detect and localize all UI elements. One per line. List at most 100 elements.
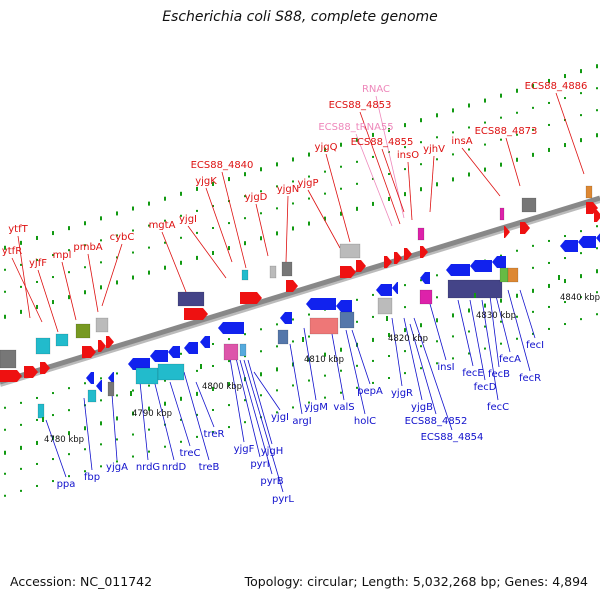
gene-block-lightgray[interactable] bbox=[377, 297, 393, 315]
gene-label-bottom[interactable]: yjgM bbox=[304, 402, 328, 413]
gene-label-bottom[interactable]: treB bbox=[199, 462, 220, 473]
gene-block-green[interactable] bbox=[499, 267, 509, 283]
gene-label-bottom[interactable]: argI bbox=[292, 416, 311, 427]
forward-gene-arrow[interactable] bbox=[594, 210, 600, 222]
reverse-gene-arrow[interactable] bbox=[492, 256, 506, 268]
gene-block-cyan[interactable] bbox=[37, 403, 45, 419]
forward-gene-arrow[interactable] bbox=[384, 256, 392, 268]
gene-label-bottom[interactable]: ECS88_4854 bbox=[421, 432, 484, 443]
reverse-gene-arrow[interactable] bbox=[184, 342, 198, 354]
forward-gene-arrow[interactable] bbox=[504, 226, 510, 238]
reverse-gene-arrow[interactable] bbox=[376, 284, 392, 296]
forward-gene-arrow[interactable] bbox=[520, 222, 530, 234]
gene-block-lightblue[interactable] bbox=[239, 343, 247, 357]
gene-label-bottom[interactable]: fecC bbox=[487, 402, 509, 413]
gene-label-top[interactable]: yjfF bbox=[29, 258, 47, 269]
gene-label-top[interactable]: ECS88_4840 bbox=[191, 160, 254, 171]
forward-gene-arrow[interactable] bbox=[0, 370, 22, 382]
gene-label-top[interactable]: pmbA bbox=[73, 242, 102, 253]
reverse-gene-arrow[interactable] bbox=[470, 260, 492, 272]
gene-label-top[interactable]: yjgI bbox=[179, 214, 197, 225]
forward-gene-arrow[interactable] bbox=[106, 336, 114, 348]
gene-block-cyan[interactable] bbox=[55, 333, 69, 347]
gene-block-magenta[interactable] bbox=[223, 343, 239, 361]
reverse-gene-arrow[interactable] bbox=[280, 312, 292, 324]
gene-block-cyan[interactable] bbox=[135, 367, 159, 385]
gene-label-bottom[interactable]: holC bbox=[354, 416, 376, 427]
gene-block-lightgray[interactable] bbox=[95, 317, 109, 333]
forward-gene-arrow[interactable] bbox=[420, 246, 428, 258]
reverse-gene-arrow[interactable] bbox=[306, 298, 336, 310]
forward-gene-arrow[interactable] bbox=[82, 346, 96, 358]
reverse-gene-arrow[interactable] bbox=[108, 372, 114, 384]
gene-block-magenta[interactable] bbox=[499, 207, 505, 221]
gene-label-bottom[interactable]: fecB bbox=[488, 369, 510, 380]
reverse-gene-arrow[interactable] bbox=[200, 336, 210, 348]
gene-block-salmon[interactable] bbox=[309, 317, 339, 335]
forward-gene-arrow[interactable] bbox=[404, 248, 412, 260]
forward-gene-arrow[interactable] bbox=[184, 308, 208, 320]
gene-block-lightgray[interactable] bbox=[339, 243, 361, 259]
gene-label-top[interactable]: yjgP bbox=[297, 178, 318, 189]
reverse-gene-arrow[interactable] bbox=[420, 272, 430, 284]
gene-label-bottom[interactable]: pyrI bbox=[250, 459, 269, 470]
reverse-gene-arrow[interactable] bbox=[446, 264, 470, 276]
forward-gene-arrow[interactable] bbox=[24, 366, 38, 378]
gene-block-gray[interactable] bbox=[281, 261, 293, 277]
gene-block-gray[interactable] bbox=[107, 381, 115, 397]
gene-label-bottom[interactable]: yjgA bbox=[106, 462, 128, 473]
gene-label-top[interactable]: yjgQ bbox=[315, 142, 338, 153]
reverse-gene-arrow[interactable] bbox=[560, 240, 578, 252]
gene-label-bottom[interactable]: fecA bbox=[499, 354, 521, 365]
gene-block-steel[interactable] bbox=[277, 329, 289, 345]
gene-label-top[interactable]: ECS88_tRNA55 bbox=[318, 122, 393, 133]
gene-label-bottom[interactable]: pepA bbox=[357, 386, 383, 397]
gene-block-magenta[interactable] bbox=[417, 227, 425, 241]
reverse-gene-arrow[interactable] bbox=[128, 358, 150, 370]
gene-label-bottom[interactable]: pyrB bbox=[260, 476, 283, 487]
gene-label-bottom[interactable]: fecI bbox=[526, 340, 544, 351]
gene-label-top[interactable]: yjgD bbox=[245, 192, 268, 203]
gene-label-bottom[interactable]: fecR bbox=[519, 373, 541, 384]
gene-label-top[interactable]: mgtA bbox=[149, 220, 176, 231]
forward-gene-arrow[interactable] bbox=[40, 362, 50, 374]
gene-label-top[interactable]: cybC bbox=[110, 232, 135, 243]
gene-block-lightgray[interactable] bbox=[269, 265, 277, 279]
gene-block-cyan[interactable] bbox=[157, 363, 185, 381]
forward-gene-arrow[interactable] bbox=[240, 292, 262, 304]
gene-block-gray[interactable] bbox=[0, 349, 17, 369]
forward-gene-arrow[interactable] bbox=[98, 340, 106, 352]
gene-label-bottom[interactable]: ECS88_4852 bbox=[405, 416, 468, 427]
forward-gene-arrow[interactable] bbox=[394, 252, 402, 264]
gene-block-orange[interactable] bbox=[507, 267, 519, 283]
reverse-gene-arrow[interactable] bbox=[392, 282, 398, 294]
gene-label-bottom[interactable]: treR bbox=[204, 429, 225, 440]
forward-gene-arrow[interactable] bbox=[356, 260, 366, 272]
gene-block-olive[interactable] bbox=[75, 323, 91, 339]
gene-label-bottom[interactable]: fbp bbox=[84, 472, 100, 483]
gene-block-orange[interactable] bbox=[585, 185, 593, 199]
reverse-gene-arrow[interactable] bbox=[96, 380, 102, 392]
gene-block-magenta[interactable] bbox=[419, 289, 433, 305]
gene-label-top[interactable]: insO bbox=[397, 150, 419, 161]
gene-label-bottom[interactable]: yjgH bbox=[261, 446, 284, 457]
gene-label-bottom[interactable]: valS bbox=[333, 402, 354, 413]
reverse-gene-arrow[interactable] bbox=[578, 236, 596, 248]
forward-gene-arrow[interactable] bbox=[286, 280, 298, 292]
reverse-gene-arrow[interactable] bbox=[218, 322, 244, 334]
gene-label-bottom[interactable]: yjgB bbox=[411, 402, 433, 413]
gene-label-top[interactable]: ECS88_4873 bbox=[475, 126, 538, 137]
forward-gene-arrow[interactable] bbox=[340, 266, 356, 278]
reverse-gene-arrow[interactable] bbox=[168, 346, 180, 358]
gene-label-top[interactable]: ECS88_4855 bbox=[351, 137, 414, 148]
gene-block-navy[interactable] bbox=[177, 291, 205, 307]
gene-label-top[interactable]: insA bbox=[451, 136, 472, 147]
gene-block-gray[interactable] bbox=[521, 197, 537, 213]
gene-label-top[interactable]: yjhV bbox=[423, 144, 445, 155]
gene-block-cyan[interactable] bbox=[35, 337, 51, 355]
gene-label-top[interactable]: yjgK bbox=[195, 176, 217, 187]
gene-label-top[interactable]: yjgN bbox=[277, 184, 300, 195]
gene-label-bottom[interactable]: fecE bbox=[462, 368, 484, 379]
reverse-gene-arrow[interactable] bbox=[336, 300, 352, 312]
